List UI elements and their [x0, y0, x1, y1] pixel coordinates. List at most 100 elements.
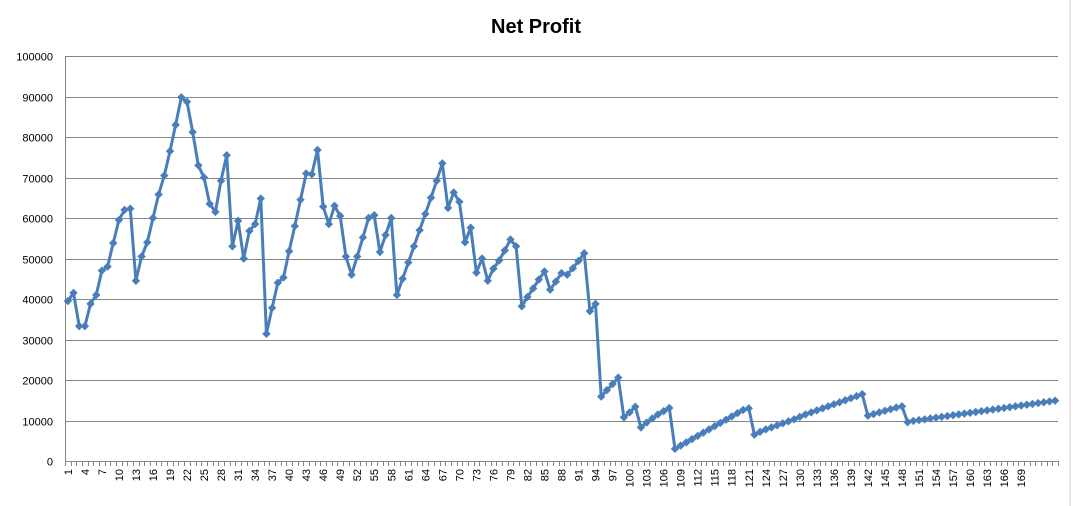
data-point: [336, 211, 345, 221]
data-point: [693, 431, 702, 441]
x-tick-label: 133: [812, 469, 824, 487]
data-point: [324, 219, 334, 229]
data-point: [114, 215, 124, 225]
data-point: [245, 226, 254, 236]
data-point: [296, 195, 305, 204]
data-point: [500, 246, 509, 255]
data-point: [648, 414, 657, 423]
data-point: [704, 425, 714, 434]
data-point: [341, 252, 351, 261]
data-point: [676, 441, 685, 450]
data-point: [194, 161, 203, 170]
data-point: [165, 146, 175, 156]
data-point: [233, 216, 243, 226]
data-point: [631, 402, 640, 411]
x-tick-label: 43: [301, 469, 313, 481]
x-tick-label: 148: [897, 469, 909, 487]
data-point: [699, 428, 708, 437]
data-point: [182, 97, 192, 106]
data-point: [63, 296, 73, 306]
data-point: [778, 419, 787, 428]
x-tick-label: 61: [403, 469, 415, 481]
data-point: [988, 405, 997, 414]
data-point: [494, 256, 504, 265]
y-tick-label: 50000: [22, 255, 53, 267]
y-tick-label: 90000: [22, 93, 53, 105]
data-point: [364, 213, 373, 223]
data-point: [1028, 399, 1037, 409]
data-point: [665, 403, 674, 413]
data-point: [971, 407, 980, 417]
x-tick-label: 142: [863, 469, 875, 487]
y-tick-label: 0: [47, 457, 53, 469]
data-point: [960, 409, 969, 418]
x-tick-label: 28: [216, 469, 228, 481]
data-point: [211, 207, 220, 217]
x-tick-label: 79: [505, 469, 517, 481]
x-tick-label: 103: [642, 469, 654, 487]
data-point: [318, 202, 328, 211]
data-point: [999, 403, 1009, 413]
x-tick-label: 10: [114, 469, 126, 481]
data-point: [1022, 400, 1031, 409]
data-point: [92, 290, 101, 300]
data-point: [273, 278, 282, 287]
data-point: [177, 93, 186, 102]
data-point: [506, 235, 515, 244]
x-tick-label: 46: [318, 469, 330, 481]
data-point: [614, 373, 623, 382]
data-point: [74, 321, 84, 331]
data-point: [250, 219, 260, 229]
data-point: [511, 242, 521, 251]
data-point: [982, 406, 992, 415]
data-point: [914, 415, 924, 425]
x-tick-label: 1: [63, 469, 75, 475]
data-point: [148, 213, 158, 223]
y-tick-label: 60000: [22, 214, 53, 226]
x-tick-label: 160: [965, 469, 977, 487]
data-point: [727, 412, 736, 421]
x-tick-label: 76: [488, 469, 500, 481]
y-tick-label: 100000: [16, 52, 53, 64]
data-point: [636, 423, 646, 432]
data-point: [415, 225, 424, 235]
x-tick-label: 139: [846, 469, 858, 487]
x-tick-label: 163: [982, 469, 994, 487]
data-point: [880, 406, 890, 415]
data-point: [443, 203, 453, 213]
data-point: [750, 430, 759, 439]
data-point: [568, 264, 578, 273]
data-point: [863, 411, 873, 420]
x-tick-label: 4: [80, 469, 92, 475]
data-point: [920, 415, 929, 424]
x-tick-label: 25: [199, 469, 211, 481]
series-net-profit: [63, 93, 1060, 454]
x-tick-label: 88: [557, 469, 569, 481]
data-point: [313, 145, 322, 155]
data-point: [216, 176, 226, 185]
data-point: [795, 412, 805, 422]
data-point: [869, 409, 878, 419]
data-point: [477, 254, 487, 263]
data-point: [574, 256, 583, 266]
data-point: [301, 169, 311, 178]
data-point: [540, 267, 549, 276]
data-point: [937, 412, 946, 422]
x-tick-label: 109: [676, 469, 688, 487]
data-point: [909, 416, 918, 426]
data-point: [455, 197, 464, 206]
x-tick-label: 157: [948, 469, 960, 487]
data-point: [171, 120, 180, 130]
data-point: [948, 411, 958, 420]
data-point: [710, 421, 719, 431]
data-point: [562, 270, 572, 279]
y-tick-label: 20000: [22, 376, 53, 388]
data-point: [523, 292, 532, 302]
x-tick-label: 130: [795, 469, 807, 487]
data-point: [381, 230, 390, 240]
x-tick-label: 58: [386, 469, 398, 481]
x-tick-label: 169: [1016, 469, 1028, 487]
data-point: [931, 413, 941, 422]
x-tick-label: 127: [778, 469, 790, 487]
data-point: [744, 404, 753, 413]
